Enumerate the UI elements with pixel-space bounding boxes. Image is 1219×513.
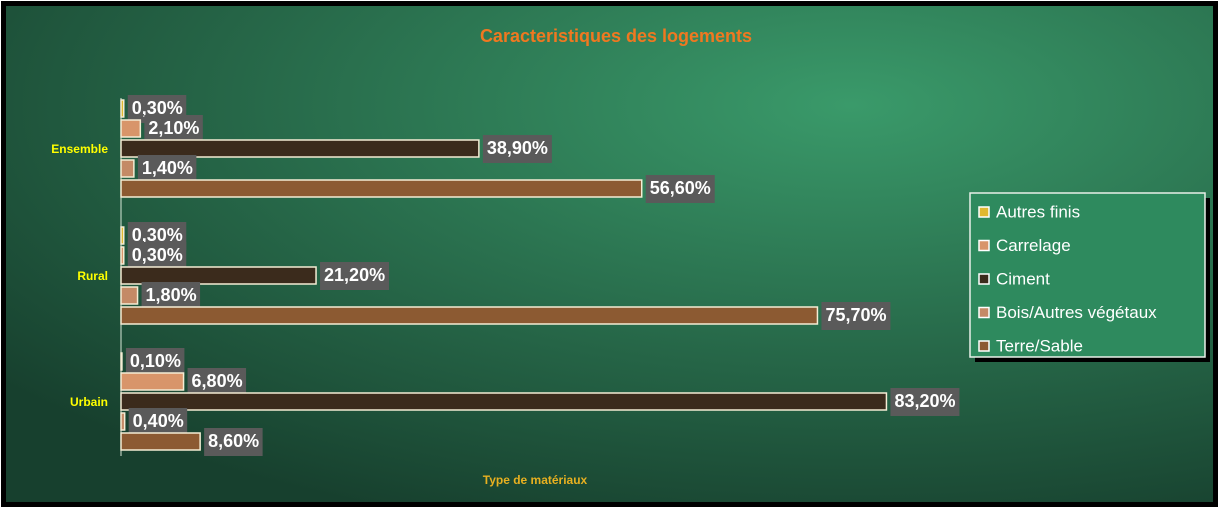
bar xyxy=(120,266,317,285)
data-label: 21,20% xyxy=(324,265,385,285)
legend-swatch xyxy=(978,340,990,352)
bar xyxy=(120,392,888,411)
data-label-box xyxy=(320,262,390,290)
legend-swatch xyxy=(978,239,990,252)
data-label-box xyxy=(645,175,715,203)
bar xyxy=(120,372,185,391)
bar xyxy=(120,139,480,158)
data-label: 1,80% xyxy=(146,285,197,305)
y-tick-label: Ensemble xyxy=(51,142,108,156)
bar xyxy=(120,179,643,198)
y-tick-label: Urbain xyxy=(70,395,108,409)
data-label: 0,30% xyxy=(132,245,183,265)
data-label: 38,90% xyxy=(487,138,548,158)
data-label-box xyxy=(821,302,891,330)
data-label: 1,40% xyxy=(142,158,193,178)
bar xyxy=(120,119,142,138)
y-tick-label: Rural xyxy=(77,269,108,283)
legend-swatch xyxy=(978,206,990,218)
legend-label: Bois/Autres végétaux xyxy=(996,303,1157,322)
bar xyxy=(120,99,125,118)
data-label: 0,10% xyxy=(130,351,181,371)
data-label: 2,10% xyxy=(148,118,199,138)
legend-label: Ciment xyxy=(996,269,1050,288)
legend-swatch xyxy=(978,273,990,285)
legend xyxy=(969,192,1206,358)
bar xyxy=(120,412,126,431)
data-label-box xyxy=(204,428,263,456)
bar xyxy=(120,306,819,325)
bar xyxy=(120,352,123,371)
data-label-box xyxy=(127,242,187,270)
data-label-box xyxy=(890,388,960,416)
data-label-box xyxy=(144,115,203,143)
legend-label: Autres finis xyxy=(996,202,1080,221)
data-label: 8,60% xyxy=(208,431,259,451)
chart-title: Caracteristiques des logements xyxy=(480,26,752,46)
data-label: 0,30% xyxy=(132,98,183,118)
data-label: 75,70% xyxy=(825,305,886,325)
data-label-box xyxy=(187,368,247,396)
legend-swatch xyxy=(978,306,990,319)
bar xyxy=(120,286,139,305)
data-label-box xyxy=(141,282,201,310)
legend-label: Terre/Sable xyxy=(996,336,1083,355)
x-axis-label: Type de matériaux xyxy=(483,473,588,487)
data-label: 0,30% xyxy=(132,225,183,245)
data-label-box xyxy=(137,155,197,183)
bar xyxy=(120,246,125,265)
data-label: 56,60% xyxy=(650,178,711,198)
bar xyxy=(120,159,135,178)
data-label-box xyxy=(128,408,188,436)
data-label: 83,20% xyxy=(894,391,955,411)
data-label-box xyxy=(125,348,185,376)
data-label-box xyxy=(482,135,552,163)
data-label: 6,80% xyxy=(192,371,243,391)
legend-label: Carrelage xyxy=(996,236,1071,255)
data-label: 0,40% xyxy=(133,411,184,431)
bar xyxy=(120,226,125,245)
bar xyxy=(120,432,201,451)
